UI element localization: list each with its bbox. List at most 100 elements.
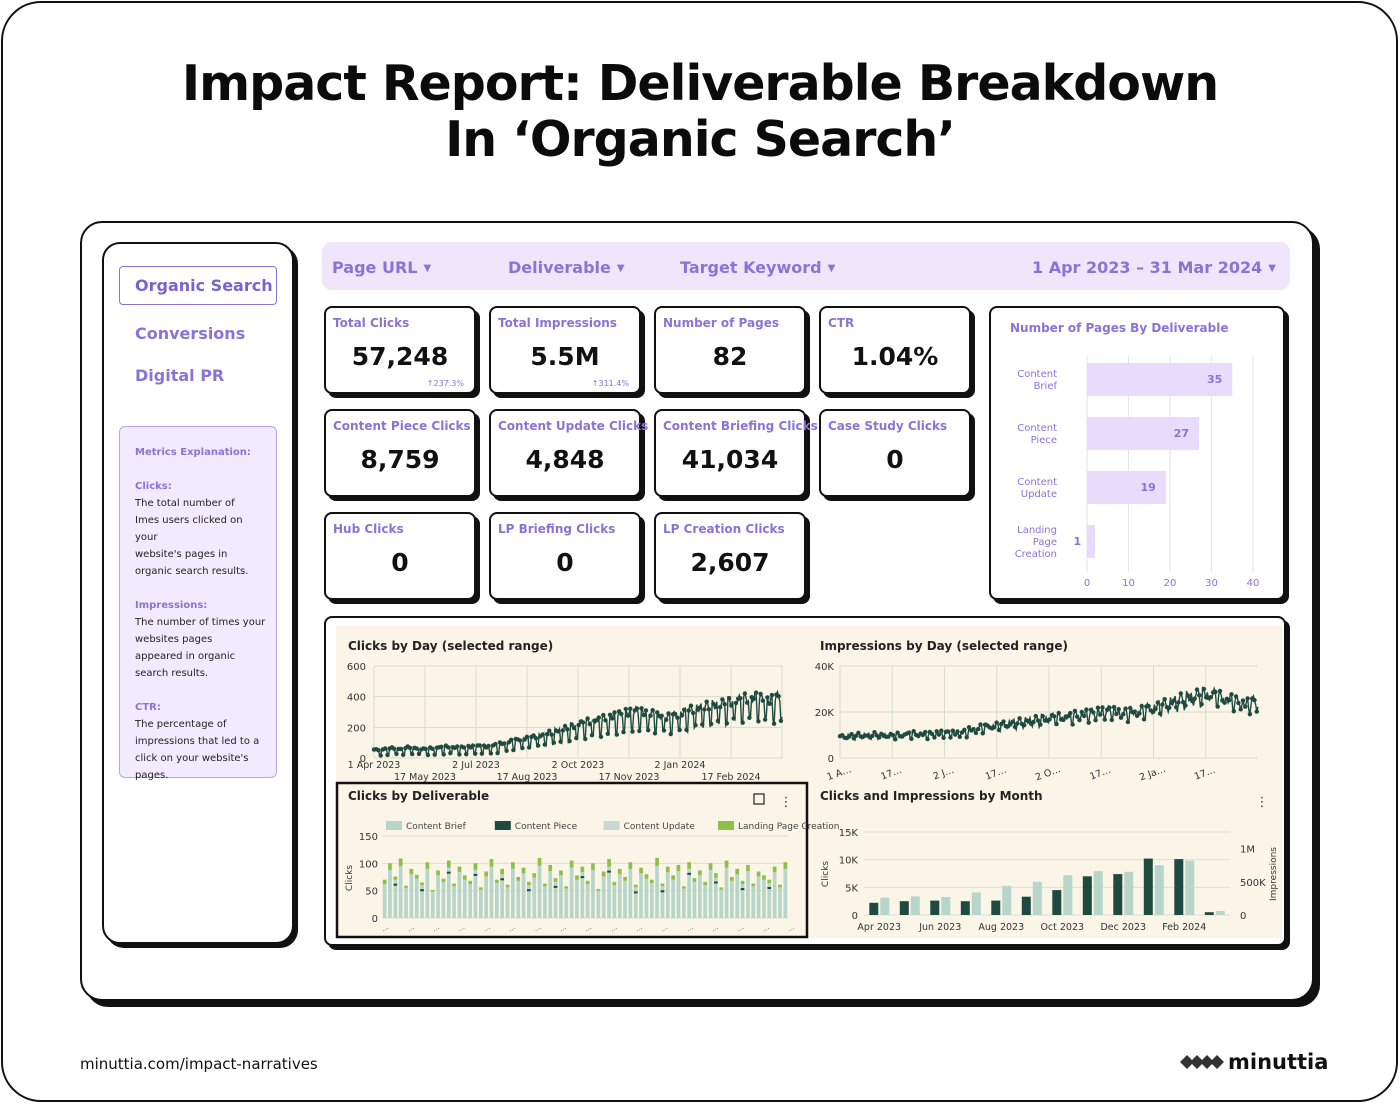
data-point bbox=[957, 734, 962, 739]
data-point bbox=[870, 733, 875, 739]
data-point bbox=[978, 722, 983, 727]
y-tick-label: 10K bbox=[839, 856, 859, 867]
kebab-menu-icon: ⋮ bbox=[780, 795, 793, 810]
bar bbox=[537, 865, 542, 918]
scorecard-label: Case Study Clicks bbox=[828, 419, 948, 433]
x-tick-label: 17 Aug 2023 bbox=[497, 772, 558, 783]
scorecard-hub-clicks: Hub Clicks 0 bbox=[324, 512, 476, 600]
scorecard-label: Content Piece Clicks bbox=[333, 419, 471, 433]
bar bbox=[457, 872, 462, 918]
chart-explore-icon bbox=[753, 793, 765, 805]
nav-conversions[interactable]: Conversions bbox=[135, 324, 246, 343]
y-tick-label: 600 bbox=[347, 662, 366, 673]
bar-segment bbox=[772, 866, 777, 873]
nav-organic-search[interactable]: Organic Search bbox=[119, 266, 277, 305]
bar bbox=[382, 884, 387, 918]
clicks-bar bbox=[1082, 876, 1092, 915]
date-range-picker[interactable]: 1 Apr 2023 – 31 Mar 2024 ▼ bbox=[1032, 258, 1276, 277]
bar bbox=[505, 887, 510, 918]
bar-segment bbox=[404, 885, 408, 888]
bar-segment bbox=[441, 878, 446, 882]
legend-label: Content Piece bbox=[515, 822, 578, 832]
data-point bbox=[1155, 700, 1160, 705]
bar-segment bbox=[714, 873, 718, 878]
data-point bbox=[948, 735, 953, 740]
data-point bbox=[1079, 709, 1084, 715]
bar-segment bbox=[473, 873, 478, 876]
explain-text: impressions that led to a bbox=[135, 736, 260, 747]
data-point bbox=[731, 716, 736, 721]
scorecard-lp-creation-clicks: LP Creation Clicks 2,607 bbox=[654, 512, 806, 600]
chevron-down-icon: ▼ bbox=[1268, 263, 1276, 274]
data-point bbox=[1213, 689, 1218, 695]
data-point bbox=[925, 736, 930, 742]
data-point bbox=[1022, 723, 1027, 728]
data-point bbox=[477, 743, 482, 748]
chevron-down-icon: ▼ bbox=[423, 263, 432, 274]
data-point bbox=[756, 719, 761, 724]
y2-tick-label: 0 bbox=[1240, 911, 1246, 922]
bar bbox=[735, 874, 740, 918]
y-axis-label: Clicks bbox=[345, 865, 355, 891]
scorecard-value: 0 bbox=[391, 548, 409, 577]
bar-segment bbox=[714, 881, 718, 884]
data-point bbox=[508, 737, 514, 742]
data-point bbox=[432, 752, 437, 757]
bar bbox=[591, 869, 595, 918]
bar-segment bbox=[607, 859, 611, 867]
y-tick-label: 0 bbox=[852, 911, 858, 922]
scorecard-value: 2,607 bbox=[690, 548, 770, 577]
data-point bbox=[661, 728, 667, 733]
bar bbox=[430, 891, 435, 918]
page-url-filter[interactable]: Page URL ▼ bbox=[332, 258, 431, 277]
x-tick-label: 2 Jan 2024 bbox=[655, 760, 706, 771]
y-tick-label: 0 bbox=[360, 754, 366, 765]
bar bbox=[516, 880, 521, 918]
category-label: Brief bbox=[1034, 381, 1058, 392]
nav-digital-pr[interactable]: Digital PR bbox=[135, 366, 225, 385]
bar bbox=[1087, 417, 1200, 450]
data-point bbox=[964, 735, 969, 740]
deliverable-filter[interactable]: Deliverable ▼ bbox=[508, 258, 625, 277]
data-point bbox=[392, 746, 397, 751]
scorecard-ctr: CTR 1.04% bbox=[819, 306, 971, 394]
bar bbox=[1087, 525, 1095, 558]
data-point bbox=[932, 735, 937, 740]
x-tick-label: Jun 2023 bbox=[918, 922, 961, 933]
data-point bbox=[488, 751, 494, 756]
data-point bbox=[1086, 720, 1091, 725]
scorecard-content-briefing-clicks: Content Briefing Clicks 41,034 bbox=[654, 409, 818, 497]
footer-url[interactable]: minuttia.com/impact-narratives bbox=[80, 1055, 318, 1073]
bar-segment bbox=[393, 876, 398, 880]
bar bbox=[468, 884, 472, 918]
data-point bbox=[1132, 709, 1137, 714]
date-range-label: 1 Apr 2023 – 31 Mar 2024 bbox=[1032, 258, 1263, 277]
bar-segment bbox=[735, 868, 740, 875]
x-tick-label: 17… bbox=[879, 765, 903, 783]
bar-segment bbox=[740, 888, 745, 891]
data-point bbox=[473, 751, 478, 756]
impressions-bar bbox=[941, 897, 951, 915]
data-point bbox=[709, 721, 714, 727]
chart-title: Clicks and Impressions by Month bbox=[820, 789, 1043, 803]
bar bbox=[425, 868, 430, 918]
bar-segment bbox=[580, 866, 585, 873]
x-tick-label: 1 A… bbox=[825, 764, 852, 783]
bar-segment bbox=[580, 876, 585, 879]
x-tick-label: … bbox=[634, 923, 644, 933]
data-point bbox=[455, 744, 460, 749]
bar-segment bbox=[468, 880, 472, 885]
data-point bbox=[939, 728, 944, 733]
x-tick-label: 17… bbox=[1193, 765, 1217, 783]
bar bbox=[730, 880, 734, 918]
data-point bbox=[849, 732, 854, 737]
target-keyword-filter[interactable]: Target Keyword ▼ bbox=[680, 258, 835, 277]
data-point bbox=[439, 744, 444, 749]
bar-segment bbox=[633, 891, 638, 894]
bar bbox=[414, 878, 419, 918]
x-tick-label: 2 J… bbox=[932, 765, 956, 783]
x-tick-label: … bbox=[456, 923, 466, 933]
data-point bbox=[641, 712, 646, 718]
bar bbox=[500, 874, 504, 918]
data-point bbox=[637, 728, 642, 734]
